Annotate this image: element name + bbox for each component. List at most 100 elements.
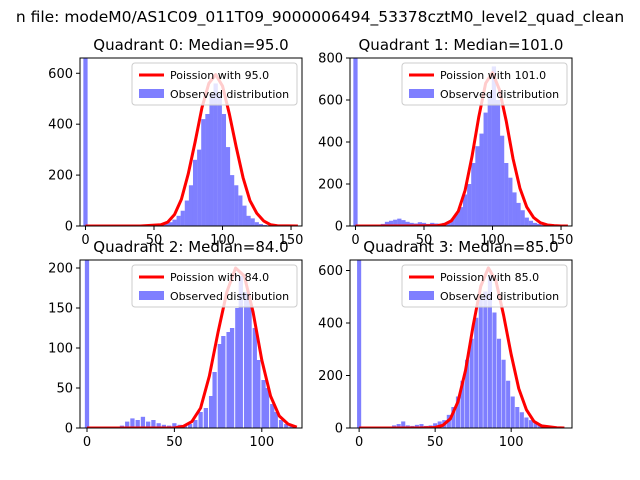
histogram-bar — [401, 421, 406, 428]
histogram-bar — [455, 396, 461, 428]
histogram-bar — [487, 93, 492, 226]
histogram-bar — [506, 380, 511, 428]
x-tick-label: 50 — [166, 435, 183, 450]
histogram-bar — [187, 424, 193, 428]
axes-frame — [79, 259, 303, 429]
x-tick-label: 0 — [355, 435, 363, 450]
histogram-bar — [401, 220, 406, 226]
legend-label-poisson: Poission with 101.0 — [440, 69, 546, 82]
histogram-bar — [520, 210, 525, 226]
quadrant-3-panel: 0 50 100 0 200 400 600 Quadrant 3: Median=85.0 P… — [318, 238, 573, 450]
histogram-bar — [451, 407, 456, 428]
histogram-bar — [193, 420, 198, 428]
histogram-bar — [83, 58, 88, 226]
histogram-bar — [492, 312, 497, 428]
x-tick-label: 100 — [249, 435, 274, 450]
legend: Poission with 95.0 Observed distribution — [131, 62, 298, 106]
histogram-bar — [384, 221, 390, 226]
histogram-bar — [140, 416, 146, 428]
histogram-bar — [197, 149, 202, 226]
histogram-bar — [125, 421, 130, 428]
x-tick-label: 0 — [351, 233, 359, 248]
histogram-bar — [460, 380, 465, 428]
histogram-bar — [246, 215, 251, 226]
y-tick-label: 0 — [65, 220, 73, 235]
histogram-bar — [487, 275, 492, 428]
histogram-bar — [217, 344, 222, 428]
histogram-bar — [388, 220, 394, 226]
histogram-bar — [516, 202, 521, 226]
histogram-bar — [471, 163, 476, 226]
histogram-bar — [242, 205, 247, 226]
histogram-bar — [172, 219, 177, 226]
legend-patch-swatch — [139, 89, 164, 98]
x-tick-label: 50 — [416, 233, 433, 248]
histogram-bar — [130, 418, 135, 428]
legend-patch-swatch — [409, 89, 434, 98]
histogram-bar — [528, 420, 533, 428]
y-tick-label: 0 — [65, 422, 73, 437]
histogram-bar — [164, 223, 169, 226]
histogram-bar — [262, 224, 268, 226]
x-tick-label: 150 — [549, 233, 574, 248]
y-tick-label: 200 — [48, 169, 73, 184]
histogram-bar — [213, 83, 218, 226]
histogram-bar — [156, 423, 161, 428]
panel-title: Quadrant 0: Median=95.0 — [93, 36, 288, 54]
histogram-bar — [519, 412, 524, 428]
histogram-bar — [256, 360, 261, 428]
panel-title: Quadrant 2: Median=84.0 — [93, 238, 288, 256]
histogram-bar — [524, 217, 529, 226]
histogram-bar — [278, 420, 284, 428]
y-tick-label: 400 — [48, 118, 73, 133]
histogram-bar — [433, 423, 438, 428]
histogram-bar — [217, 93, 222, 226]
histogram-bar — [172, 423, 177, 428]
histogram-bar — [524, 417, 529, 428]
histogram-bar — [508, 177, 513, 226]
histogram-bar — [446, 221, 451, 226]
histogram-bar — [396, 424, 401, 428]
quadrant-2-panel: 0 50 100 0 50 100 150 200 Quadrant 2: Median=84.… — [48, 238, 303, 450]
panel-title: Quadrant 3: Median=85.0 — [363, 238, 558, 256]
y-tick-label: 400 — [318, 317, 343, 332]
legend-patch-swatch — [139, 291, 164, 300]
histogram-bar — [474, 317, 479, 428]
histogram-bar — [192, 159, 198, 226]
histogram-bar — [510, 396, 515, 428]
figure-title: n file: modeM0/AS1C09_011T09_9000006494_… — [15, 8, 625, 26]
histogram-bar — [184, 200, 190, 226]
histogram-bar — [536, 223, 542, 226]
histogram-bar — [208, 396, 214, 428]
histogram-bar — [397, 218, 402, 226]
histogram-bar — [229, 328, 235, 428]
y-tick-label: 200 — [318, 369, 343, 384]
histogram-bar — [458, 207, 464, 226]
histogram-bar — [495, 100, 501, 226]
histogram-bar — [469, 338, 474, 428]
histogram-bar — [168, 222, 173, 226]
histogram-bar — [135, 420, 140, 428]
histogram-bar — [188, 185, 194, 226]
legend-label-observed: Observed distribution — [440, 290, 559, 303]
histogram-bar — [176, 215, 181, 226]
y-tick-label: 600 — [48, 67, 73, 82]
y-tick-label: 50 — [56, 382, 73, 397]
histogram-bar — [209, 93, 214, 226]
histogram-bar — [212, 372, 217, 428]
legend-label-observed: Observed distribution — [170, 290, 289, 303]
y-tick-label: 400 — [318, 136, 343, 151]
legend-box — [401, 62, 568, 106]
y-tick-label: 600 — [318, 264, 343, 279]
legend-label-poisson: Poission with 85.0 — [440, 271, 539, 284]
histogram-bar — [467, 184, 472, 226]
legend: Poission with 101.0 Observed distribution — [401, 62, 568, 106]
histogram-bar — [499, 135, 505, 226]
legend-box — [131, 62, 298, 106]
histogram-bar — [528, 220, 534, 226]
x-tick-label: 50 — [427, 435, 444, 450]
panel-title: Quadrant 1: Median=101.0 — [359, 36, 564, 54]
legend-box — [401, 264, 568, 308]
plot-area — [84, 260, 298, 428]
y-tick-label: 0 — [335, 422, 343, 437]
